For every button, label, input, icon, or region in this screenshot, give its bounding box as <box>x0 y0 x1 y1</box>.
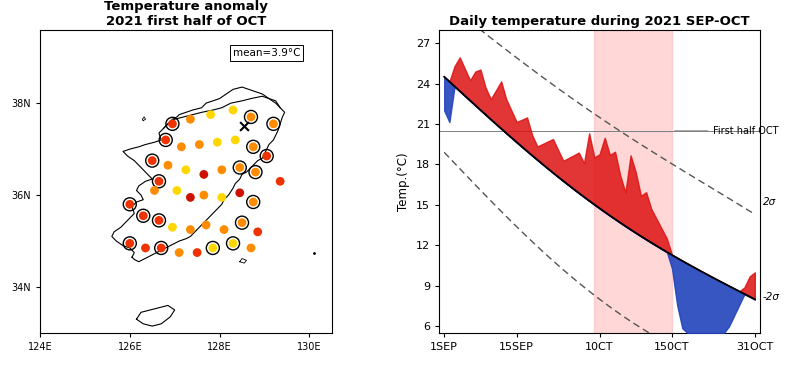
Point <box>155 245 168 251</box>
Point <box>123 201 136 207</box>
Bar <box>594 30 672 333</box>
Point <box>153 218 166 223</box>
Point <box>146 158 158 164</box>
Point <box>170 188 183 194</box>
Title: Temperature anomaly
2021 first half of OCT: Temperature anomaly 2021 first half of O… <box>104 0 268 28</box>
Y-axis label: Temp.(°C): Temp.(°C) <box>397 152 410 211</box>
Point <box>218 226 230 232</box>
Point <box>139 245 152 251</box>
Point <box>206 245 219 251</box>
Point <box>226 240 239 246</box>
Point <box>166 224 179 230</box>
Point <box>173 250 186 256</box>
Point <box>226 107 239 113</box>
Point <box>215 167 228 173</box>
Point <box>148 188 161 194</box>
Point <box>234 165 246 171</box>
Point <box>247 144 260 150</box>
Point <box>123 240 136 246</box>
Point <box>153 178 166 184</box>
Point <box>238 123 250 129</box>
Point <box>153 178 166 184</box>
Point <box>247 199 260 205</box>
Point <box>236 220 249 226</box>
Point <box>166 121 179 127</box>
Point <box>245 114 258 120</box>
Point <box>274 178 286 184</box>
Text: First half OCT: First half OCT <box>674 126 779 136</box>
Point <box>206 245 219 251</box>
Point <box>123 240 136 246</box>
Point <box>162 162 174 168</box>
Point <box>245 114 258 120</box>
Point <box>260 153 273 159</box>
Point <box>215 194 228 200</box>
Point <box>249 169 262 175</box>
Text: mean=3.9°C: mean=3.9°C <box>233 48 300 58</box>
Point <box>247 144 260 150</box>
Point <box>200 222 213 228</box>
Title: Daily temperature during 2021 SEP-OCT: Daily temperature during 2021 SEP-OCT <box>450 16 750 28</box>
Point <box>229 137 242 143</box>
Point <box>198 171 210 177</box>
Point <box>247 199 260 205</box>
Text: -2σ: -2σ <box>762 292 779 302</box>
Point <box>260 153 273 159</box>
Point <box>198 192 210 198</box>
Point <box>137 213 150 219</box>
Point <box>179 167 192 173</box>
Point <box>166 121 179 127</box>
Text: 2σ: 2σ <box>762 197 776 207</box>
Point <box>249 169 262 175</box>
Point <box>137 213 150 219</box>
Point <box>159 137 172 143</box>
Point <box>190 250 203 256</box>
Point <box>204 112 217 118</box>
Point <box>123 201 136 207</box>
Point <box>267 121 280 127</box>
Point <box>226 240 239 246</box>
Point <box>193 142 206 148</box>
Point <box>251 229 264 235</box>
Point <box>234 165 246 171</box>
Point <box>184 226 197 232</box>
Point <box>211 139 224 145</box>
Point <box>236 220 249 226</box>
Point <box>153 218 166 223</box>
Point <box>184 116 197 122</box>
Point <box>245 245 258 251</box>
Point <box>146 158 158 164</box>
Point <box>155 245 168 251</box>
Point <box>184 194 197 200</box>
Point <box>267 121 280 127</box>
Point <box>175 144 188 150</box>
Point <box>159 137 172 143</box>
Point <box>234 190 246 196</box>
